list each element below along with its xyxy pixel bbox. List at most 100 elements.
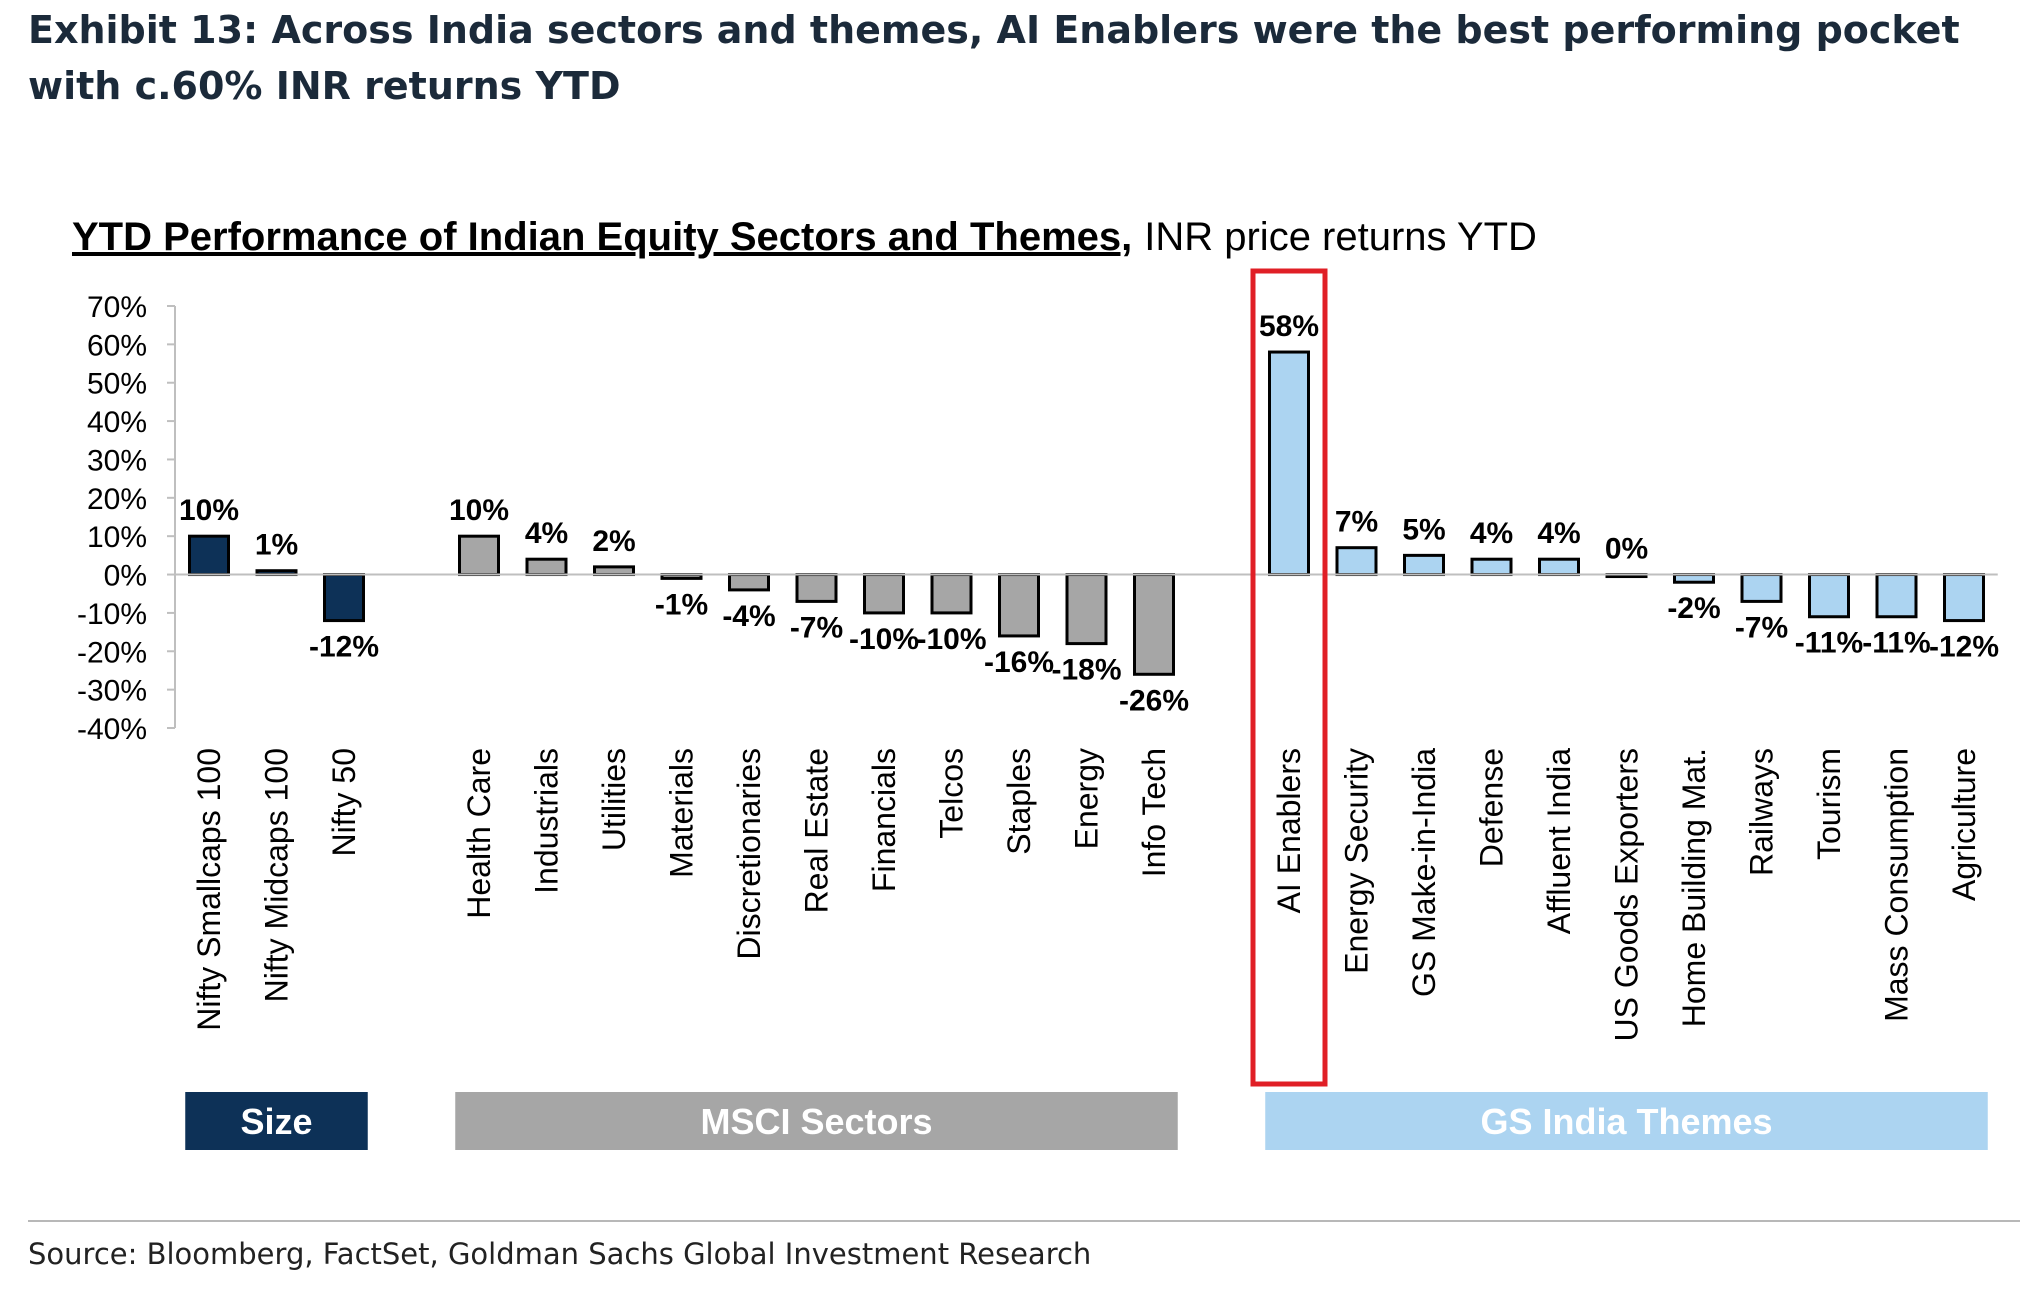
group-bands: Size MSCI Sectors GS India Themes bbox=[185, 1092, 1988, 1150]
data-label: 10% bbox=[179, 494, 239, 527]
category-label: Defense bbox=[1474, 748, 1510, 867]
bar bbox=[1538, 557, 1580, 577]
data-label: 10% bbox=[449, 494, 509, 527]
category-label: Telcos bbox=[934, 748, 970, 839]
highlight-box bbox=[1250, 268, 1328, 1087]
data-label: -16% bbox=[984, 646, 1054, 679]
bar bbox=[795, 573, 838, 603]
category-label: Nifty 50 bbox=[326, 748, 362, 856]
data-label: 1% bbox=[255, 529, 298, 562]
category-label: Staples bbox=[1001, 748, 1037, 855]
category-label: Railways bbox=[1744, 748, 1780, 876]
y-tick-label: -40% bbox=[77, 713, 147, 746]
y-tick-label: 50% bbox=[87, 368, 147, 401]
category-label: Home Building Mat. bbox=[1676, 748, 1712, 1027]
bar bbox=[1740, 573, 1783, 603]
bar bbox=[1133, 573, 1175, 676]
data-label: -7% bbox=[790, 611, 843, 644]
category-label: Utilities bbox=[596, 748, 632, 851]
category-label: Industrials bbox=[529, 748, 565, 894]
y-tick-label: -10% bbox=[77, 598, 147, 631]
y-tick-label: 10% bbox=[87, 521, 147, 554]
data-label: 0% bbox=[1605, 533, 1648, 566]
bar bbox=[1470, 557, 1513, 577]
bar bbox=[323, 573, 365, 623]
chart-title: YTD Performance of Indian Equity Sectors… bbox=[72, 215, 1132, 259]
y-tick-label: 20% bbox=[87, 483, 147, 516]
x-axis-labels: Nifty Smallcaps 100 Nifty Midcaps 100 Nift… bbox=[191, 748, 1982, 1042]
y-tick-label: 60% bbox=[87, 329, 147, 362]
bar bbox=[458, 534, 500, 577]
category-label: Energy Security bbox=[1339, 748, 1375, 974]
bar bbox=[188, 534, 230, 577]
data-label: 4% bbox=[1537, 517, 1580, 550]
group-band bbox=[185, 1092, 368, 1150]
bar bbox=[1403, 553, 1445, 577]
bar bbox=[998, 573, 1040, 638]
y-tick-label: 30% bbox=[87, 444, 147, 477]
chart-subtitle: INR price returns YTD bbox=[1144, 215, 1537, 259]
data-label: 7% bbox=[1335, 506, 1378, 539]
category-label: Agriculture bbox=[1946, 748, 1982, 901]
y-tick-label: 0% bbox=[104, 560, 147, 593]
data-label: -10% bbox=[916, 623, 986, 656]
category-label: Nifty Smallcaps 100 bbox=[191, 748, 227, 1031]
bar bbox=[1875, 573, 1918, 619]
group-label: MSCI Sectors bbox=[700, 1101, 932, 1142]
source-divider bbox=[28, 1220, 2020, 1222]
group-label: Size bbox=[240, 1101, 312, 1142]
category-label: Materials bbox=[664, 748, 700, 878]
y-tick-label: -20% bbox=[77, 636, 147, 669]
group-band bbox=[455, 1092, 1178, 1150]
data-label: -11% bbox=[1862, 627, 1930, 660]
category-label: Discretionaries bbox=[731, 748, 767, 960]
source-note: Source: Bloomberg, FactSet, Goldman Sach… bbox=[28, 1237, 1092, 1271]
data-label: -26% bbox=[1119, 684, 1189, 717]
bar bbox=[1673, 573, 1715, 584]
bar bbox=[525, 557, 568, 577]
category-label: Affluent India bbox=[1541, 748, 1577, 934]
category-label: Info Tech bbox=[1136, 748, 1172, 877]
category-label: Financials bbox=[866, 748, 902, 892]
data-label: -2% bbox=[1667, 592, 1720, 625]
data-label: -1% bbox=[655, 588, 708, 621]
category-label: Real Estate bbox=[799, 748, 835, 913]
data-label: -12% bbox=[309, 631, 379, 664]
category-label: Nifty Midcaps 100 bbox=[259, 748, 295, 1002]
data-label: -12% bbox=[1929, 631, 1999, 664]
category-label: Tourism bbox=[1811, 748, 1847, 860]
bar bbox=[1268, 350, 1310, 577]
bar bbox=[930, 573, 973, 615]
data-label: 5% bbox=[1402, 513, 1445, 546]
data-label: -18% bbox=[1051, 654, 1121, 687]
data-label: 2% bbox=[592, 525, 635, 558]
bar-chart: YTD Performance of Indian Equity Sectors… bbox=[72, 215, 1999, 1150]
category-label: US Goods Exporters bbox=[1609, 748, 1645, 1041]
bar bbox=[1335, 546, 1378, 577]
value-labels: 10%1%-12%10%4% 2%-1% -4% -7% -10%-10%-16%-18… bbox=[179, 310, 1999, 717]
category-label: AI Enablers bbox=[1271, 748, 1307, 913]
bar bbox=[1808, 573, 1850, 619]
data-label: -10% bbox=[849, 623, 919, 656]
data-label: -11% bbox=[1795, 627, 1863, 660]
data-label: -4% bbox=[722, 600, 775, 633]
bar bbox=[728, 573, 770, 592]
category-label: GS Make-in-India bbox=[1406, 748, 1442, 997]
bar bbox=[1943, 573, 1985, 623]
data-label: 4% bbox=[1470, 517, 1513, 550]
y-tick-label: 40% bbox=[87, 406, 147, 439]
data-label: 58% bbox=[1259, 310, 1319, 343]
y-tick-label: -30% bbox=[77, 675, 147, 708]
group-band bbox=[1265, 1092, 1988, 1150]
category-label: Health Care bbox=[461, 748, 497, 919]
bar bbox=[863, 573, 905, 615]
data-label: 4% bbox=[525, 517, 568, 550]
bar bbox=[1065, 573, 1108, 646]
data-label: -7% bbox=[1735, 611, 1788, 644]
exhibit-title: Exhibit 13: Across India sectors and the… bbox=[28, 8, 1960, 108]
y-tick-label: 70% bbox=[87, 291, 147, 324]
bar bbox=[593, 565, 635, 577]
y-axis: 70% 60% 50% 40% 30% 20% 10% 0% -10% -20% -30% -40% bbox=[77, 291, 176, 746]
group-label: GS India Themes bbox=[1480, 1101, 1772, 1142]
category-label: Mass Consumption bbox=[1879, 748, 1915, 1022]
